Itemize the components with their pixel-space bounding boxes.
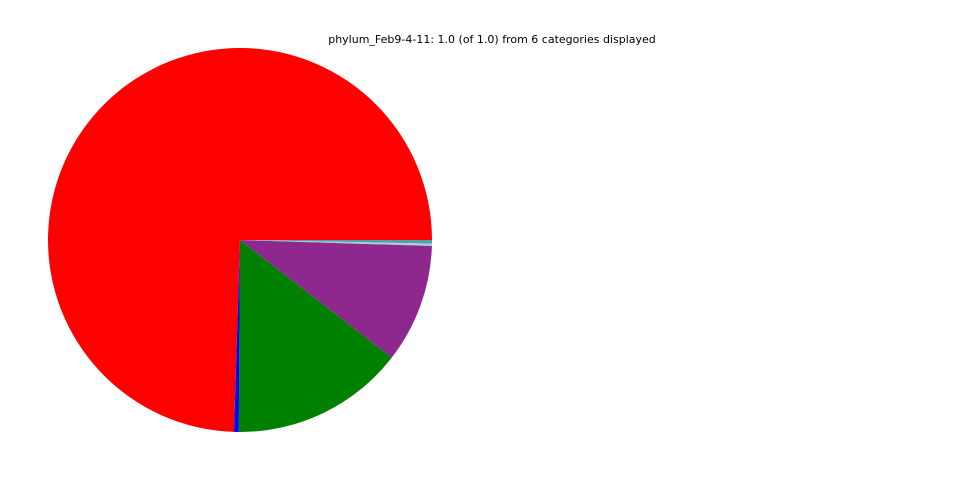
pie-slice-2 <box>240 240 432 247</box>
pie-slice-1 <box>240 240 433 244</box>
pie-slice-6 <box>47 48 433 432</box>
pie-slices <box>47 48 433 433</box>
pie-slice-3 <box>240 240 432 358</box>
chart-title: phylum_Feb9-4-11: 1.0 (of 1.0) from 6 ca… <box>328 33 656 46</box>
pie-slice-5 <box>233 240 240 432</box>
pie-slice-4 <box>238 240 392 433</box>
